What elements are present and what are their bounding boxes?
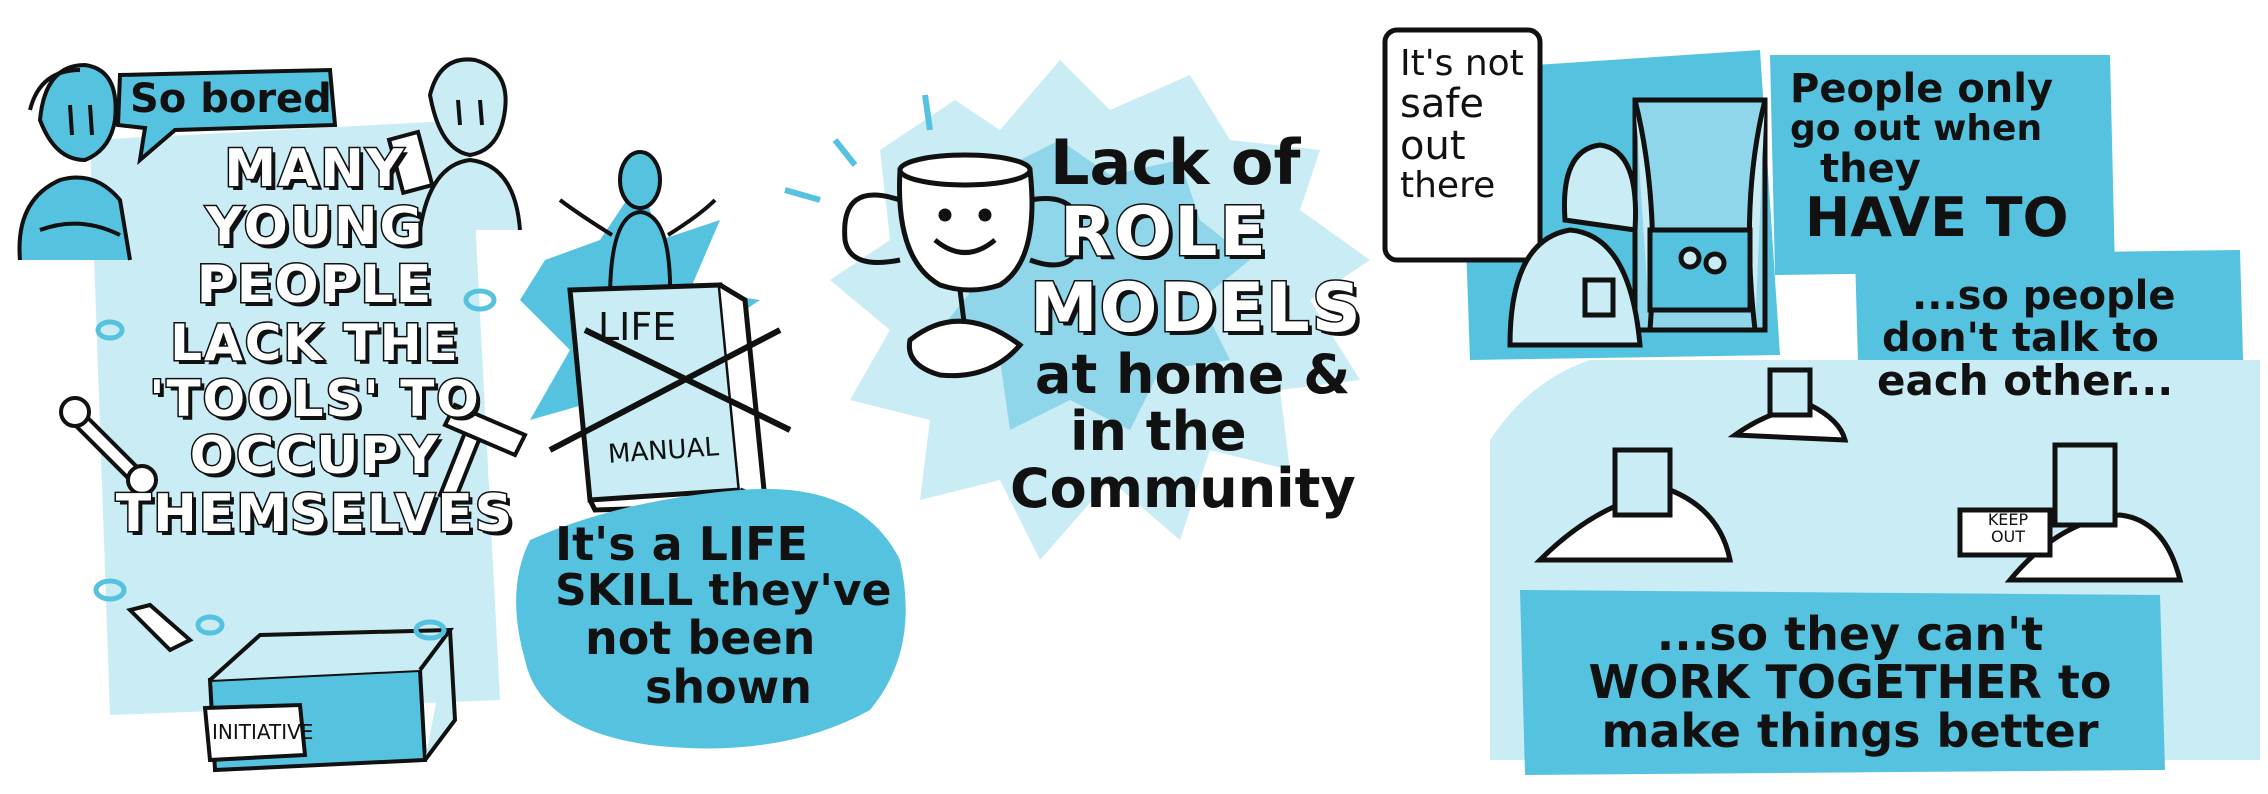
headline-line-5: 'TOOLS' TO [148, 369, 481, 428]
caption-line-1: It's a LIFE [555, 517, 808, 571]
keep-out-sign-text: KEEP OUT [1968, 510, 2048, 546]
window-icon [1632, 97, 1768, 333]
headline-line-6: OCCUPY [188, 425, 441, 486]
sparkle-marks [784, 94, 933, 203]
island-mid [1727, 367, 1849, 443]
lack-of-text: Lack of [1050, 126, 1301, 199]
panel2-caption-blob [516, 488, 906, 749]
book-title-life: LIFE [598, 305, 677, 349]
panel2-caption: It's a LIFE SKILL they've not been shown [555, 520, 915, 711]
have-to-line-3: they [1820, 145, 1921, 192]
panel3-text: Lack of ROLE MODELS at home & in the Com… [1010, 126, 1363, 517]
trophy-icon [842, 152, 1083, 379]
shrugging-figure [558, 150, 717, 302]
work-together-line-2: WORK TOGETHER to [1588, 655, 2112, 710]
headline-line-2: YOUNG [204, 196, 425, 258]
headline-line-7: THEMSELVES [114, 483, 515, 544]
bored-person-left [17, 62, 132, 261]
bored-person-right [386, 57, 522, 231]
each-other-caption: ...so people don't talk to each other... [1872, 275, 2242, 403]
decorative-rings [93, 288, 497, 641]
keep-out-line-2: OUT [1990, 526, 2026, 546]
keep-out-line-1: KEEP [1987, 510, 2029, 529]
each-other-line-3: each other... [1877, 356, 2174, 405]
sign-line-1: It's not [1400, 43, 1524, 84]
in-the-text: in the [1070, 400, 1247, 464]
speech-bubble-text: So bored [130, 76, 332, 122]
community-text: Community [1010, 456, 1356, 520]
island-left [1533, 447, 1734, 563]
each-other-line-1: ...so people [1912, 273, 2176, 319]
have-to-line-2: go out when [1790, 108, 2043, 149]
worried-person [1507, 142, 1643, 348]
have-to-emphasis: HAVE TO [1805, 185, 2069, 249]
have-to-line-1: People only [1790, 66, 2054, 112]
work-together-line-3: make things better [1601, 703, 2099, 758]
hammer-icon [437, 402, 528, 503]
have-to-box [1770, 55, 2115, 275]
panel1-background [90, 120, 500, 715]
models-text: MODELS [1029, 269, 1363, 349]
wrench-icon [59, 396, 158, 496]
sign-line-2: safe [1400, 80, 1485, 127]
headline-line-4: LACK THE [169, 313, 460, 372]
sign-line-3: out [1400, 122, 1466, 169]
initiative-toolbox [126, 602, 458, 773]
role-text: ROLE [1059, 193, 1268, 273]
headline-line-1: MANY [223, 138, 406, 199]
panel1-headline: MANY YOUNG PEOPLE LACK THE 'TOOLS' TO OC… [114, 138, 515, 544]
sign-line-4: there [1400, 164, 1496, 206]
work-together-box [1520, 590, 2165, 775]
speech-bubble [115, 67, 338, 166]
island-right [1957, 442, 2184, 583]
caption-line-2: SKILL they've [555, 565, 892, 617]
not-safe-sign-text: It's not safe out there [1400, 45, 1530, 205]
caption-line-3: not been [585, 611, 816, 666]
caption-line-4: shown [645, 659, 812, 714]
headline-line-3: PEOPLE [195, 255, 434, 316]
at-home-text: at home & [1035, 343, 1351, 407]
work-together-caption: ...so they can't WORK TOGETHER to make t… [1545, 610, 2155, 755]
work-together-line-1: ...so they can't [1656, 607, 2044, 661]
toolbox-label: INITIATIVE [212, 720, 314, 744]
not-safe-sign [1382, 27, 1543, 263]
have-to-caption: People only go out when they HAVE TO [1790, 68, 2110, 246]
each-other-line-2: don't talk to [1882, 315, 2159, 361]
